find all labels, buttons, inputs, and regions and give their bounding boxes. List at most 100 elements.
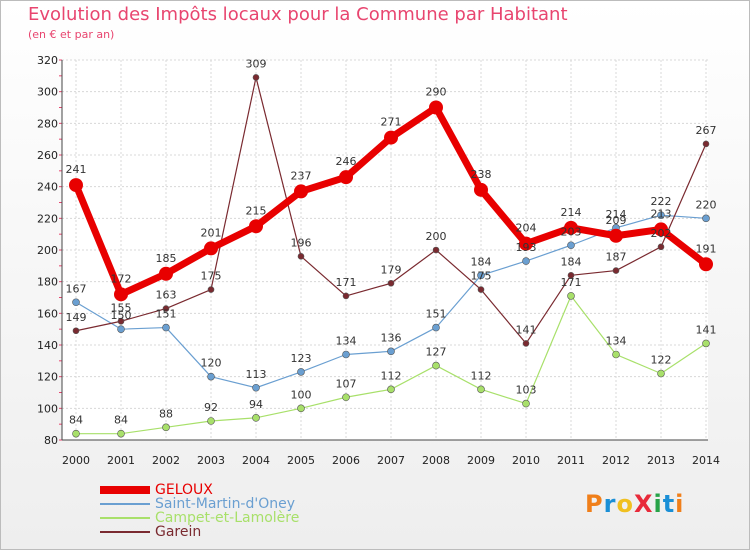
data-label-garein: 175 [471, 270, 492, 283]
legend-swatch [100, 486, 150, 494]
data-label-campet-et-lamol-re: 127 [426, 346, 447, 359]
data-label-saint-martin-d-oney: 123 [291, 352, 312, 365]
data-point-saint-martin-d-oney [297, 368, 305, 376]
data-point-saint-martin-d-oney [72, 298, 80, 307]
data-point-geloux [249, 219, 263, 234]
data-label-saint-martin-d-oney: 120 [201, 357, 222, 370]
data-point-garein [702, 140, 710, 148]
data-label-garein: 196 [291, 236, 312, 249]
data-point-geloux [519, 236, 533, 251]
data-label-geloux: 201 [201, 226, 222, 239]
data-point-campet-et-lamol-re [117, 429, 125, 438]
data-point-garein [162, 305, 170, 312]
data-point-campet-et-lamol-re [387, 385, 395, 394]
data-label-garein: 309 [246, 57, 267, 70]
data-label-campet-et-lamol-re: 84 [69, 414, 83, 427]
x-tick-label: 2000 [62, 454, 90, 467]
data-label-geloux: 215 [246, 204, 267, 217]
data-point-campet-et-lamol-re [432, 361, 440, 370]
y-tick-label: 220 [37, 212, 58, 225]
data-point-saint-martin-d-oney [162, 323, 170, 332]
y-tick-label: 300 [37, 86, 58, 99]
x-tick-label: 2001 [107, 454, 135, 467]
data-point-saint-martin-d-oney [477, 271, 485, 280]
data-point-geloux [429, 100, 443, 115]
data-point-geloux [564, 220, 578, 235]
data-label-geloux: 290 [426, 86, 447, 99]
x-tick-label: 2003 [197, 454, 225, 467]
x-tick-label: 2006 [332, 454, 360, 467]
data-point-geloux [204, 241, 218, 256]
data-label-campet-et-lamol-re: 107 [336, 377, 357, 390]
data-label-garein: 155 [111, 301, 132, 314]
data-label-campet-et-lamol-re: 134 [606, 335, 627, 348]
x-tick-label: 2004 [242, 454, 270, 467]
data-label-saint-martin-d-oney: 222 [651, 195, 672, 208]
data-label-garein: 171 [336, 276, 357, 289]
y-tick-label: 240 [37, 181, 58, 194]
legend-label: Campet-et-Lamolère [155, 510, 300, 526]
data-point-campet-et-lamol-re [252, 414, 260, 422]
data-label-geloux: 185 [156, 252, 177, 265]
data-point-geloux [114, 287, 128, 302]
data-point-campet-et-lamol-re [207, 417, 215, 425]
y-tick-label: 160 [37, 307, 58, 320]
x-tick-label: 2012 [602, 454, 630, 467]
data-point-geloux [69, 178, 83, 193]
data-point-geloux [339, 170, 353, 185]
chart-title: Evolution des Impôts locaux pour la Comm… [28, 4, 568, 25]
data-label-garein: 202 [651, 227, 672, 240]
data-label-geloux: 204 [516, 222, 537, 235]
data-label-saint-martin-d-oney: 220 [696, 198, 717, 211]
data-point-saint-martin-d-oney [117, 325, 125, 333]
data-label-garein: 267 [696, 124, 717, 137]
proxiti-logo: ProXiti [585, 490, 685, 518]
x-tick-label: 2002 [152, 454, 180, 467]
data-label-saint-martin-d-oney: 151 [426, 308, 447, 321]
data-point-garein [612, 267, 620, 274]
data-point-saint-martin-d-oney [567, 241, 575, 250]
legend-swatch [100, 531, 150, 533]
data-label-geloux: 209 [606, 214, 627, 227]
y-tick-label: 80 [44, 434, 58, 447]
x-tick-label: 2007 [377, 454, 405, 467]
data-point-garein [252, 74, 260, 81]
data-point-saint-martin-d-oney [387, 347, 395, 356]
data-point-garein [477, 286, 485, 293]
data-point-saint-martin-d-oney [702, 214, 710, 223]
y-tick-label: 320 [37, 54, 58, 67]
data-point-saint-martin-d-oney [522, 257, 530, 265]
data-label-campet-et-lamol-re: 84 [114, 414, 128, 427]
data-label-geloux: 241 [66, 163, 87, 176]
data-label-campet-et-lamol-re: 112 [471, 369, 492, 382]
data-label-saint-martin-d-oney: 136 [381, 331, 402, 344]
data-point-garein [657, 243, 665, 251]
data-point-geloux [294, 184, 308, 199]
y-tick-label: 120 [37, 371, 58, 384]
legend-label: Garein [155, 524, 202, 540]
data-point-garein [117, 317, 125, 325]
data-point-saint-martin-d-oney [252, 383, 260, 392]
data-point-campet-et-lamol-re [567, 292, 575, 300]
data-label-saint-martin-d-oney: 151 [156, 308, 177, 321]
data-point-geloux [699, 257, 713, 272]
data-label-campet-et-lamol-re: 100 [291, 388, 312, 401]
data-point-geloux [474, 182, 488, 197]
data-point-campet-et-lamol-re [612, 350, 620, 359]
data-label-campet-et-lamol-re: 141 [696, 323, 717, 336]
data-label-geloux: 271 [381, 116, 402, 129]
data-label-garein: 200 [426, 230, 447, 243]
data-label-garein: 175 [201, 270, 222, 283]
data-point-geloux [159, 266, 173, 281]
data-point-saint-martin-d-oney [207, 372, 215, 381]
data-point-garein [342, 292, 350, 300]
x-tick-label: 2011 [557, 454, 585, 467]
data-label-garein: 179 [381, 263, 402, 276]
data-point-garein [567, 272, 575, 279]
data-point-campet-et-lamol-re [342, 393, 350, 402]
data-label-saint-martin-d-oney: 113 [246, 368, 267, 381]
data-label-geloux: 238 [471, 168, 492, 181]
data-point-saint-martin-d-oney [657, 211, 665, 219]
data-label-campet-et-lamol-re: 103 [516, 384, 537, 397]
data-label-garein: 163 [156, 289, 177, 302]
